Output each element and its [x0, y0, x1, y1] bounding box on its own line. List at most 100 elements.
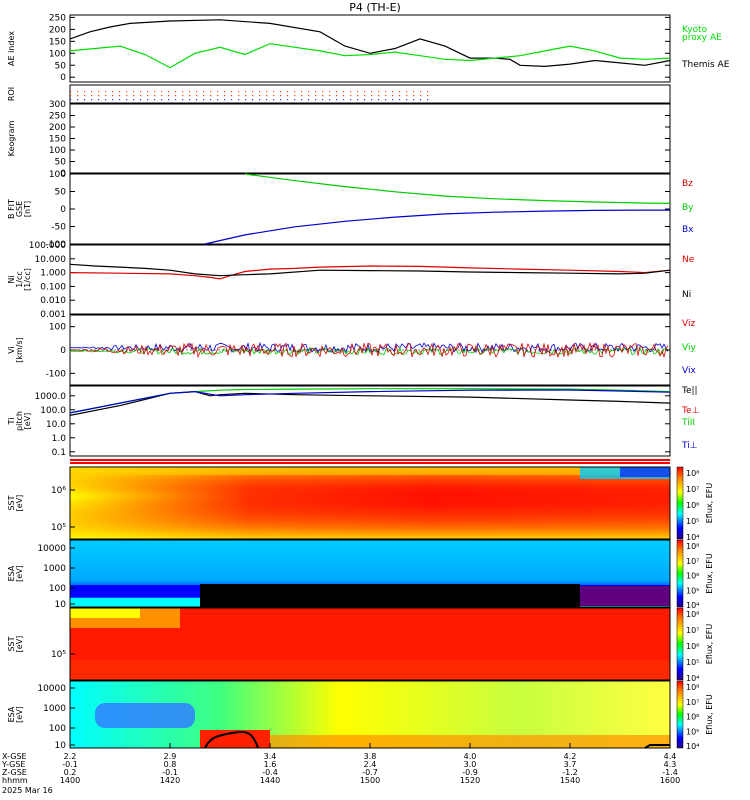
roi-dot [287, 99, 289, 101]
roi-dot [224, 91, 226, 93]
roi-dot [301, 91, 303, 93]
esa-electron-spectrogram [69, 539, 671, 608]
roi-dot [259, 91, 261, 93]
x-row-value: 3.0 [464, 760, 477, 769]
roi-dot [343, 99, 345, 101]
roi-dot [154, 91, 156, 93]
roi-dot [392, 91, 394, 93]
roi-dot [266, 91, 268, 93]
roi-dot [203, 99, 205, 101]
roi-dot [385, 95, 387, 97]
roi-dot [350, 95, 352, 97]
roi-dot [385, 91, 387, 93]
esa-ion-spectrogram [69, 680, 671, 749]
esa_i-ytick-label: 100 [49, 724, 66, 734]
x-row-value: 3.7 [564, 760, 577, 769]
roi-dot [224, 99, 226, 101]
x-row-value: 2.4 [364, 760, 377, 769]
roi-dot [70, 99, 72, 101]
roi-dot [273, 99, 275, 101]
velocity-legend-2: Vix [682, 366, 696, 376]
sst-electron-frame [69, 466, 671, 540]
roi-dot [336, 95, 338, 97]
temperature-ylabel-1: pitch [15, 411, 24, 431]
roi-dot [350, 91, 352, 93]
roi-dot [385, 99, 387, 101]
roi-dot [308, 91, 310, 93]
ae-legend-2: Themis AE [681, 60, 730, 70]
roi-dot [427, 99, 429, 101]
sst_e-colorbar-label: Eflux, EFU [705, 483, 714, 524]
roi-dot [140, 91, 142, 93]
esa_e-ytick-label: 100 [49, 584, 66, 594]
x-row-value: -0.4 [262, 768, 278, 777]
x-row-value: 3.4 [264, 752, 277, 761]
sst-electron-top-band [70, 467, 670, 475]
keogram-ytick-label: 150 [49, 135, 66, 145]
roi-dot [413, 91, 415, 93]
sst_e-colorbar-tick: 10⁶ [686, 501, 699, 510]
temperature-ytick-label: 1000.0 [35, 392, 67, 402]
roi-dot [378, 99, 380, 101]
roi-dot [357, 99, 359, 101]
roi-dot [189, 91, 191, 93]
roi-dot [98, 99, 100, 101]
roi-dot [357, 91, 359, 93]
roi-dot [364, 99, 366, 101]
roi-dot [126, 95, 128, 97]
roi-dot [70, 91, 72, 93]
roi-dot [280, 95, 282, 97]
sst_i-colorbar [676, 607, 684, 681]
ae-ytick-label: 100 [49, 49, 66, 59]
roi-dot [217, 91, 219, 93]
flag-bar-line [70, 461, 670, 462]
sst_i-colorbar-tick: 10⁴ [686, 674, 699, 683]
ae-ytick-label: 50 [55, 61, 67, 71]
roi-dot [294, 99, 296, 101]
sst-electron-overlay [70, 467, 670, 539]
bfield-ytick-label: 50 [55, 188, 67, 198]
roi-dot [196, 99, 198, 101]
roi-dot [294, 95, 296, 97]
roi-dot [126, 91, 128, 93]
esa_i-colorbar-tick: 10⁴ [686, 742, 699, 751]
esa_e-colorbar-tick: 10⁵ [686, 586, 699, 595]
sst_i-colorbar-label: Eflux, EFU [705, 624, 714, 665]
roi-dot [399, 99, 401, 101]
x-row-value: 4.0 [464, 752, 477, 761]
roi-dot [399, 91, 401, 93]
ae-legend-0: Kyoto [682, 25, 708, 35]
roi-dot [420, 99, 422, 101]
ae-panel-frame [69, 14, 671, 83]
temperature-ytick-label: 0.1 [52, 448, 66, 458]
keogram-ytick-label: 300 [49, 100, 66, 110]
x-row-label-y-gse: Y-GSE [1, 760, 25, 769]
velocity-series-viz [70, 341, 669, 359]
roi-dot [147, 95, 149, 97]
roi-dot [105, 91, 107, 93]
density-ytick-label: 100.000 [29, 241, 66, 251]
roi-dot [336, 99, 338, 101]
roi-dot [392, 99, 394, 101]
roi-dot [280, 91, 282, 93]
roi-dot [84, 91, 86, 93]
roi-dot [406, 95, 408, 97]
density-ytick-label: 0.001 [40, 310, 66, 320]
roi-dot [315, 95, 317, 97]
bfield-ylabel-1: GSE [15, 201, 24, 217]
roi-dot [301, 99, 303, 101]
esa_i-colorbar-tick: 10⁶ [686, 713, 699, 722]
roi-dot [112, 99, 114, 101]
temperature-ytick-label: 10.0 [46, 420, 66, 430]
x-row-value: 1500 [360, 776, 380, 785]
temperature-legend-2: TiII [681, 418, 695, 428]
sst-ion-frame [69, 607, 671, 681]
esa-electron-bottom-cyan [70, 598, 200, 607]
density-ytick-label: 1.000 [40, 269, 66, 279]
roi-dot [112, 95, 114, 97]
esa_e-colorbar-tick: 10⁸ [686, 542, 699, 551]
sst_i-ylabel-1: [eV] [15, 636, 24, 653]
data-series [69, 19, 671, 416]
density-ytick-label: 0.010 [40, 296, 66, 306]
